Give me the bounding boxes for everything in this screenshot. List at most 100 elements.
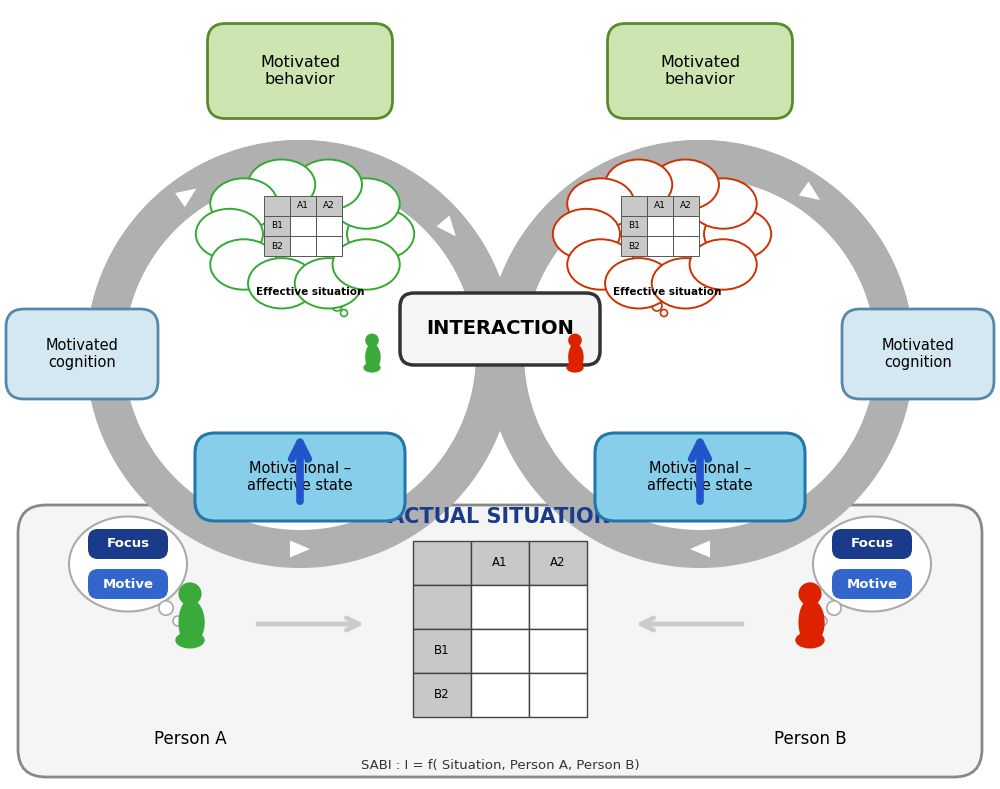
FancyBboxPatch shape bbox=[6, 309, 158, 399]
FancyBboxPatch shape bbox=[18, 505, 982, 777]
Bar bbox=[290, 196, 316, 216]
FancyBboxPatch shape bbox=[208, 24, 392, 118]
Bar bbox=[471, 629, 529, 673]
Bar bbox=[264, 236, 290, 256]
Ellipse shape bbox=[347, 209, 414, 260]
Text: Effective situation: Effective situation bbox=[613, 287, 721, 297]
Circle shape bbox=[643, 292, 657, 306]
Bar bbox=[647, 216, 673, 236]
Bar bbox=[264, 216, 290, 236]
Ellipse shape bbox=[248, 258, 315, 308]
Wedge shape bbox=[486, 140, 914, 568]
FancyBboxPatch shape bbox=[842, 309, 994, 399]
Ellipse shape bbox=[553, 209, 620, 260]
Ellipse shape bbox=[248, 159, 315, 210]
Circle shape bbox=[660, 309, 668, 316]
Text: B1: B1 bbox=[434, 645, 450, 657]
FancyBboxPatch shape bbox=[400, 293, 600, 365]
Bar bbox=[621, 236, 647, 256]
Bar bbox=[186, 598, 194, 607]
Text: Focus: Focus bbox=[106, 537, 150, 551]
Bar bbox=[621, 216, 647, 236]
Ellipse shape bbox=[216, 175, 394, 293]
Bar bbox=[316, 216, 342, 236]
Ellipse shape bbox=[652, 159, 719, 210]
Bar bbox=[529, 673, 587, 717]
Circle shape bbox=[524, 178, 876, 530]
Text: Person B: Person B bbox=[774, 730, 846, 748]
Text: Motivated
cognition: Motivated cognition bbox=[882, 338, 954, 370]
Ellipse shape bbox=[573, 175, 751, 293]
FancyBboxPatch shape bbox=[595, 433, 805, 521]
Circle shape bbox=[817, 616, 827, 626]
Text: A1: A1 bbox=[297, 201, 309, 211]
Text: Person A: Person A bbox=[154, 730, 226, 748]
Circle shape bbox=[798, 582, 822, 605]
Text: ACTUAL SITUATION: ACTUAL SITUATION bbox=[388, 507, 612, 527]
Text: Motivated
behavior: Motivated behavior bbox=[660, 54, 740, 88]
Bar bbox=[673, 216, 699, 236]
Ellipse shape bbox=[690, 239, 757, 290]
Bar bbox=[370, 343, 374, 348]
Ellipse shape bbox=[363, 363, 381, 372]
Text: B2: B2 bbox=[434, 689, 450, 701]
FancyBboxPatch shape bbox=[88, 569, 168, 599]
Bar bbox=[316, 196, 342, 216]
Bar bbox=[413, 541, 471, 585]
Ellipse shape bbox=[704, 209, 771, 260]
Bar bbox=[316, 236, 342, 256]
Bar bbox=[573, 343, 577, 348]
Bar bbox=[471, 541, 529, 585]
Text: SABI : I = f( Situation, Person A, Person B): SABI : I = f( Situation, Person A, Perso… bbox=[361, 760, 639, 772]
Circle shape bbox=[159, 600, 173, 615]
Circle shape bbox=[568, 334, 582, 347]
Bar bbox=[621, 196, 647, 216]
Bar bbox=[529, 629, 587, 673]
Text: B2: B2 bbox=[271, 241, 283, 251]
Ellipse shape bbox=[690, 178, 757, 229]
Bar bbox=[290, 216, 316, 236]
Bar bbox=[647, 196, 673, 216]
Polygon shape bbox=[798, 599, 825, 645]
Text: A1: A1 bbox=[654, 201, 666, 211]
Text: A1: A1 bbox=[492, 556, 508, 570]
Ellipse shape bbox=[605, 258, 672, 308]
Wedge shape bbox=[86, 140, 514, 568]
Polygon shape bbox=[567, 192, 588, 211]
Ellipse shape bbox=[795, 632, 825, 649]
Circle shape bbox=[332, 301, 342, 311]
Text: B1: B1 bbox=[271, 222, 283, 230]
Circle shape bbox=[652, 301, 662, 311]
Circle shape bbox=[340, 309, 348, 316]
Bar bbox=[290, 236, 316, 256]
Text: Motive: Motive bbox=[847, 578, 898, 590]
Ellipse shape bbox=[652, 258, 719, 308]
Ellipse shape bbox=[175, 632, 205, 649]
Circle shape bbox=[827, 600, 841, 615]
Bar bbox=[529, 585, 587, 629]
Bar bbox=[413, 673, 471, 717]
Text: Motivated
cognition: Motivated cognition bbox=[46, 338, 118, 370]
Ellipse shape bbox=[605, 159, 672, 210]
Polygon shape bbox=[436, 215, 456, 237]
FancyBboxPatch shape bbox=[608, 24, 793, 118]
Circle shape bbox=[365, 334, 379, 347]
Ellipse shape bbox=[295, 159, 362, 210]
Text: A2: A2 bbox=[323, 201, 335, 211]
Polygon shape bbox=[175, 189, 196, 207]
Bar bbox=[673, 236, 699, 256]
Text: Effective situation: Effective situation bbox=[256, 287, 364, 297]
Ellipse shape bbox=[567, 239, 634, 290]
Bar bbox=[471, 585, 529, 629]
Polygon shape bbox=[365, 343, 381, 371]
Text: Motive: Motive bbox=[103, 578, 154, 590]
Ellipse shape bbox=[210, 178, 277, 229]
Circle shape bbox=[323, 292, 337, 306]
Polygon shape bbox=[290, 540, 310, 558]
Text: A2: A2 bbox=[550, 556, 566, 570]
Ellipse shape bbox=[333, 178, 400, 229]
Ellipse shape bbox=[813, 517, 931, 611]
FancyBboxPatch shape bbox=[88, 529, 168, 559]
Ellipse shape bbox=[69, 517, 187, 611]
Polygon shape bbox=[690, 540, 710, 558]
